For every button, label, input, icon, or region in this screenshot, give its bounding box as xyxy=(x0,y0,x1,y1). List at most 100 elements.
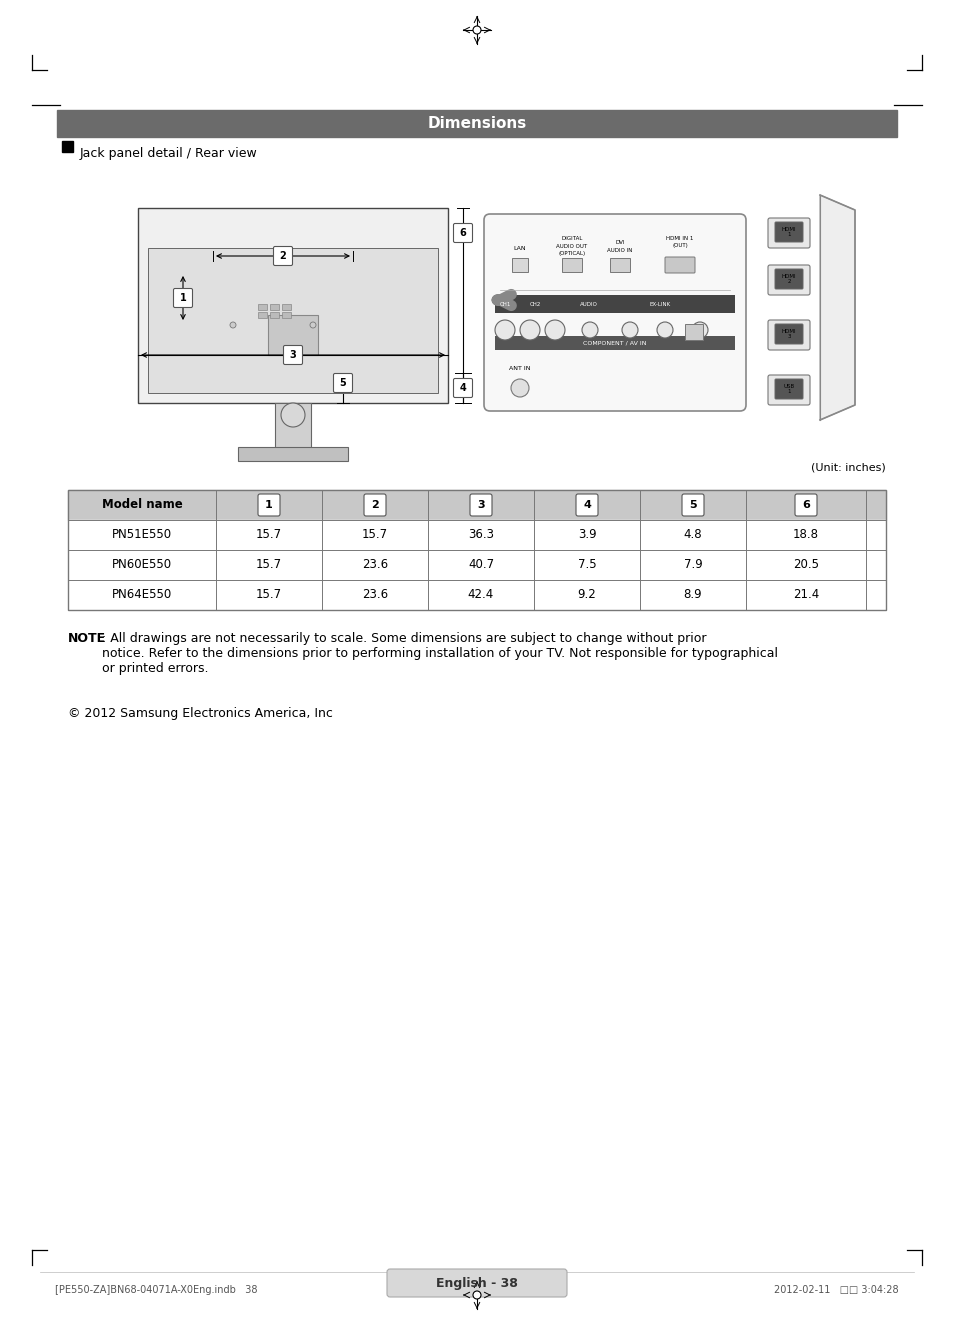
Text: 4: 4 xyxy=(582,501,590,510)
Polygon shape xyxy=(820,196,854,420)
FancyBboxPatch shape xyxy=(767,218,809,248)
Bar xyxy=(495,336,734,350)
Text: 3: 3 xyxy=(290,350,296,361)
Text: 9.2: 9.2 xyxy=(577,588,596,601)
Circle shape xyxy=(657,322,672,338)
Bar xyxy=(282,304,291,310)
Bar xyxy=(237,446,348,461)
Text: 15.7: 15.7 xyxy=(255,559,282,572)
Text: [PE550-ZA]BN68-04071A-X0Eng.indb   38: [PE550-ZA]BN68-04071A-X0Eng.indb 38 xyxy=(55,1285,257,1295)
Text: NOTE: NOTE xyxy=(68,631,106,645)
Bar xyxy=(68,550,885,580)
Text: AUDIO IN: AUDIO IN xyxy=(607,247,632,252)
Text: (OUT): (OUT) xyxy=(672,243,687,248)
Bar xyxy=(561,258,581,272)
Bar xyxy=(270,312,278,318)
Text: DIGITAL: DIGITAL xyxy=(560,235,582,240)
Text: 15.7: 15.7 xyxy=(255,528,282,542)
Text: 23.6: 23.6 xyxy=(361,588,388,601)
Text: ANT IN: ANT IN xyxy=(509,366,530,370)
Text: HDMI
3: HDMI 3 xyxy=(781,329,796,339)
FancyBboxPatch shape xyxy=(334,374,352,392)
Text: COMPONENT / AV IN: COMPONENT / AV IN xyxy=(582,341,646,346)
FancyBboxPatch shape xyxy=(774,269,802,289)
Text: Dimensions: Dimensions xyxy=(427,115,526,131)
Text: LAN: LAN xyxy=(513,246,526,251)
FancyBboxPatch shape xyxy=(453,379,472,398)
Bar xyxy=(268,314,317,355)
Text: 2012-02-11   □□ 3:04:28: 2012-02-11 □□ 3:04:28 xyxy=(774,1285,898,1295)
FancyBboxPatch shape xyxy=(483,214,745,411)
Circle shape xyxy=(691,322,707,338)
Bar xyxy=(609,258,629,272)
Text: 3: 3 xyxy=(476,501,484,510)
Bar xyxy=(57,110,896,137)
Text: 1: 1 xyxy=(265,501,273,510)
Bar xyxy=(282,312,291,318)
Circle shape xyxy=(230,322,235,328)
Text: : All drawings are not necessarily to scale. Some dimensions are subject to chan: : All drawings are not necessarily to sc… xyxy=(102,631,778,675)
Bar xyxy=(257,312,267,318)
Text: 20.5: 20.5 xyxy=(792,559,818,572)
Text: HDMI
1: HDMI 1 xyxy=(781,227,796,238)
Text: 40.7: 40.7 xyxy=(468,559,494,572)
Circle shape xyxy=(544,320,564,339)
Text: Model name: Model name xyxy=(102,498,182,511)
Bar xyxy=(274,403,311,448)
Text: 21.4: 21.4 xyxy=(792,588,819,601)
Text: CH2: CH2 xyxy=(530,301,540,306)
Bar xyxy=(68,490,885,610)
FancyBboxPatch shape xyxy=(774,379,802,399)
FancyBboxPatch shape xyxy=(274,247,293,266)
Bar xyxy=(68,580,885,610)
Text: 6: 6 xyxy=(801,501,809,510)
Text: 6: 6 xyxy=(459,229,466,238)
Text: AUDIO: AUDIO xyxy=(579,301,598,306)
FancyBboxPatch shape xyxy=(576,494,598,517)
FancyBboxPatch shape xyxy=(283,346,302,365)
Text: 8.9: 8.9 xyxy=(683,588,701,601)
Text: 15.7: 15.7 xyxy=(361,528,388,542)
Bar xyxy=(68,520,885,550)
Bar xyxy=(512,258,527,272)
Text: PN51E550: PN51E550 xyxy=(112,528,172,542)
Text: 18.8: 18.8 xyxy=(792,528,818,542)
Text: 36.3: 36.3 xyxy=(468,528,494,542)
Text: 5: 5 xyxy=(688,501,696,510)
Bar xyxy=(138,207,448,403)
FancyBboxPatch shape xyxy=(774,324,802,343)
Text: PN64E550: PN64E550 xyxy=(112,588,172,601)
Circle shape xyxy=(495,320,515,339)
Text: 7.9: 7.9 xyxy=(683,559,701,572)
FancyBboxPatch shape xyxy=(387,1269,566,1297)
FancyBboxPatch shape xyxy=(257,494,280,517)
Circle shape xyxy=(621,322,638,338)
Circle shape xyxy=(473,1291,480,1299)
Text: HDMI IN 1: HDMI IN 1 xyxy=(665,235,693,240)
Bar xyxy=(495,295,734,313)
Text: © 2012 Samsung Electronics America, Inc: © 2012 Samsung Electronics America, Inc xyxy=(68,707,333,720)
Text: 1: 1 xyxy=(179,293,186,303)
FancyBboxPatch shape xyxy=(364,494,386,517)
Bar xyxy=(684,324,702,339)
Text: (OPTICAL): (OPTICAL) xyxy=(558,251,585,256)
Text: DVI: DVI xyxy=(615,239,624,244)
FancyBboxPatch shape xyxy=(767,375,809,406)
Text: 15.7: 15.7 xyxy=(255,588,282,601)
Circle shape xyxy=(473,26,480,34)
Circle shape xyxy=(519,320,539,339)
Bar xyxy=(257,304,267,310)
Text: 4.8: 4.8 xyxy=(683,528,701,542)
Circle shape xyxy=(310,322,315,328)
Text: (Unit: inches): (Unit: inches) xyxy=(810,462,885,473)
FancyBboxPatch shape xyxy=(767,266,809,295)
Text: 5: 5 xyxy=(339,378,346,388)
Circle shape xyxy=(581,322,598,338)
Text: EX-LINK: EX-LINK xyxy=(649,301,670,306)
Bar xyxy=(62,141,73,152)
Text: 42.4: 42.4 xyxy=(467,588,494,601)
Bar xyxy=(270,304,278,310)
FancyBboxPatch shape xyxy=(173,288,193,308)
Text: 7.5: 7.5 xyxy=(578,559,596,572)
Text: Jack panel detail / Rear view: Jack panel detail / Rear view xyxy=(80,147,257,160)
